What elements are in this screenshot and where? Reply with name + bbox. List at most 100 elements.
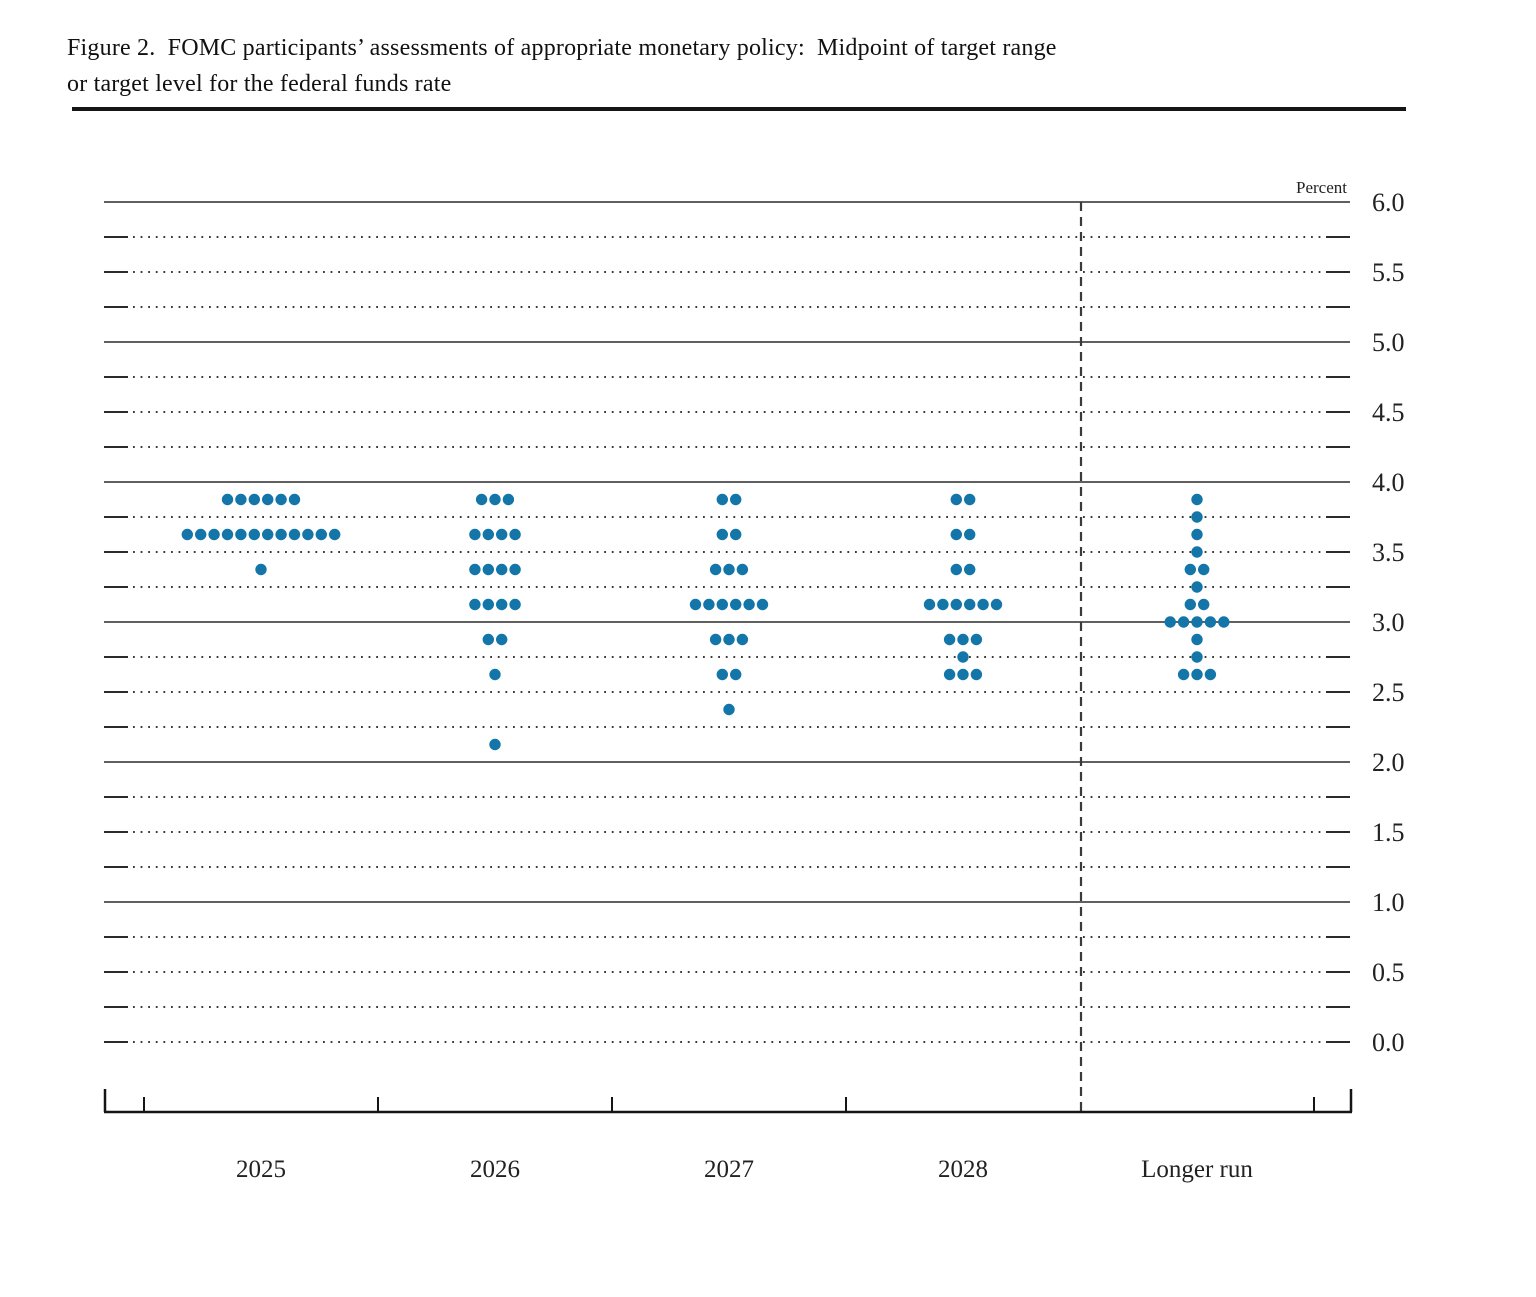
x-category-label: Longer run: [1141, 1156, 1253, 1183]
projection-dot: [489, 493, 501, 506]
projection-dot: [716, 493, 728, 506]
projection-dot: [736, 563, 749, 576]
projection-dot: [221, 528, 234, 541]
projection-dot: [275, 528, 287, 541]
projection-dot: [703, 598, 715, 611]
projection-dot: [1191, 546, 1203, 558]
projection-dot: [288, 528, 301, 541]
projection-dot: [262, 493, 274, 506]
projection-dot: [1191, 633, 1203, 646]
projection-dot: [723, 633, 735, 646]
x-category-label: 2026: [470, 1156, 520, 1183]
y-tick-label: 5.0: [1372, 328, 1405, 357]
projection-dot: [1184, 598, 1197, 611]
x-category-label: 2025: [236, 1156, 286, 1183]
projection-dot: [315, 528, 327, 541]
projection-dot: [288, 493, 301, 506]
projection-dot: [496, 633, 508, 646]
projection-dot: [1191, 581, 1203, 593]
projection-dot: [756, 598, 769, 611]
projection-dot: [509, 528, 521, 541]
projection-dot: [957, 651, 969, 663]
projection-dot: [1191, 651, 1203, 663]
y-tick-label: 0.5: [1372, 958, 1405, 987]
y-tick-label: 3.0: [1372, 608, 1405, 637]
projection-dot: [469, 528, 481, 541]
projection-dot: [990, 598, 1003, 611]
projection-dot: [977, 598, 989, 611]
projection-dot: [964, 528, 976, 541]
projection-dot: [950, 493, 962, 506]
projection-dot: [736, 633, 749, 646]
projection-dot: [709, 563, 722, 576]
projection-dot: [743, 598, 755, 611]
projection-dot: [1184, 563, 1197, 576]
projection-dot: [716, 668, 728, 681]
y-tick-label: 4.5: [1372, 398, 1405, 427]
projection-dot: [950, 598, 962, 611]
projection-dot: [496, 528, 508, 541]
y-tick-label: 0.0: [1372, 1028, 1405, 1057]
projection-dot: [964, 493, 976, 506]
projection-dot: [262, 528, 274, 541]
projection-dot: [730, 668, 742, 681]
percent-label: Percent: [1296, 178, 1347, 197]
projection-dot: [730, 528, 742, 541]
projection-dot: [482, 528, 494, 541]
projection-dot: [302, 528, 314, 541]
projection-dot: [950, 528, 962, 541]
figure-title-line-1: Figure 2. FOMC participants’ assessments…: [67, 35, 1057, 61]
projection-dot: [489, 738, 501, 751]
projection-dot: [1191, 668, 1203, 681]
projection-dot: [723, 563, 735, 576]
projection-dot: [1198, 598, 1210, 611]
projection-dot: [195, 528, 207, 541]
projection-dot: [1191, 493, 1203, 506]
projection-dot: [1218, 616, 1230, 628]
projection-dot: [970, 633, 983, 646]
projection-dot: [1204, 668, 1217, 681]
y-tick-label: 6.0: [1372, 188, 1405, 217]
projection-dot: [1177, 668, 1190, 681]
projection-dot: [1164, 616, 1176, 628]
projection-dot: [248, 528, 260, 541]
projection-dot: [248, 493, 260, 506]
figure-title: Figure 2. FOMC participants’ assessments…: [67, 30, 1387, 102]
projection-dot: [943, 668, 956, 681]
y-tick-label: 1.0: [1372, 888, 1405, 917]
projection-dot: [723, 703, 735, 716]
projection-dot: [943, 633, 956, 646]
projection-dot: [469, 598, 481, 611]
projection-dot: [502, 493, 515, 506]
projection-dot: [937, 598, 949, 611]
projection-dot: [482, 563, 494, 576]
projection-dot: [235, 493, 247, 506]
x-category-label: 2028: [938, 1156, 988, 1183]
y-tick-label: 1.5: [1372, 818, 1405, 847]
projection-dot: [329, 528, 341, 541]
projection-dot: [716, 598, 728, 611]
projection-dot: [1177, 616, 1190, 628]
projection-dot: [1191, 511, 1203, 523]
projection-dot: [709, 633, 722, 646]
projection-dot: [923, 598, 936, 611]
projection-dot: [509, 598, 521, 611]
projection-dot: [957, 668, 969, 681]
y-tick-label: 2.0: [1372, 748, 1405, 777]
projection-dot: [482, 633, 494, 646]
projection-dot: [469, 563, 481, 576]
projection-dot: [730, 598, 742, 611]
projection-dot: [716, 528, 728, 541]
projection-dot: [275, 493, 287, 506]
title-rule: [72, 107, 1406, 111]
projection-dot: [970, 668, 983, 681]
projection-dot: [221, 493, 234, 506]
projection-dot: [950, 563, 962, 576]
x-category-label: 2027: [704, 1156, 754, 1183]
projection-dot: [509, 563, 521, 576]
y-tick-label: 3.5: [1372, 538, 1405, 567]
projection-dot: [1204, 616, 1217, 628]
projection-dot: [255, 563, 267, 576]
projection-dot: [1191, 528, 1203, 541]
